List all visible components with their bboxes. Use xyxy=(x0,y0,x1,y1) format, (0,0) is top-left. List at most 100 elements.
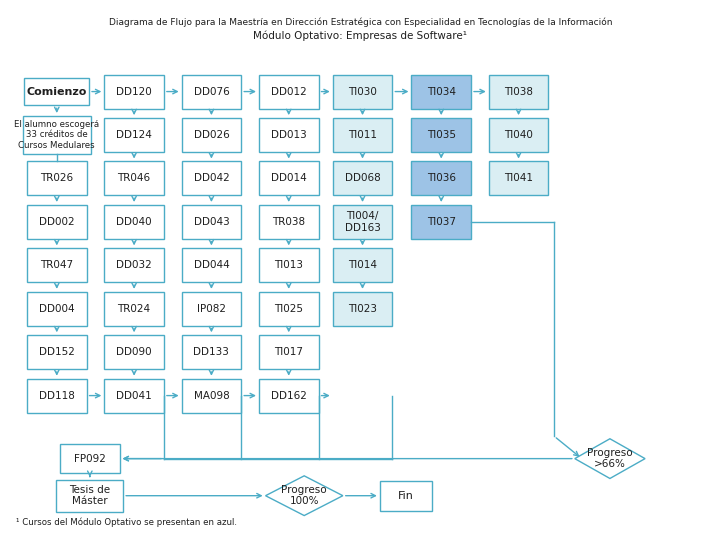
FancyBboxPatch shape xyxy=(27,335,87,369)
Text: TI030: TI030 xyxy=(348,87,377,96)
Text: TI011: TI011 xyxy=(348,130,377,140)
FancyBboxPatch shape xyxy=(489,118,548,152)
FancyBboxPatch shape xyxy=(60,444,120,473)
FancyBboxPatch shape xyxy=(182,205,241,239)
Text: DD152: DD152 xyxy=(39,347,74,357)
FancyBboxPatch shape xyxy=(333,118,392,152)
FancyBboxPatch shape xyxy=(259,292,319,325)
FancyBboxPatch shape xyxy=(259,205,319,239)
Text: TI034: TI034 xyxy=(427,87,456,96)
Text: TR038: TR038 xyxy=(272,217,305,227)
Text: DD044: DD044 xyxy=(193,260,229,270)
Text: MA098: MA098 xyxy=(193,391,229,401)
Text: TI036: TI036 xyxy=(427,173,456,183)
FancyBboxPatch shape xyxy=(182,75,241,109)
Text: DD042: DD042 xyxy=(193,173,229,183)
Text: TR024: TR024 xyxy=(117,304,150,314)
FancyBboxPatch shape xyxy=(182,249,241,282)
Text: ¹ Cursos del Módulo Optativo se presentan en azul.: ¹ Cursos del Módulo Optativo se presenta… xyxy=(16,518,237,527)
FancyBboxPatch shape xyxy=(105,118,164,152)
FancyBboxPatch shape xyxy=(105,75,164,109)
Text: TI037: TI037 xyxy=(427,217,456,227)
FancyBboxPatch shape xyxy=(182,335,241,369)
Text: El alumno escogerá
33 créditos de
Cursos Medulares: El alumno escogerá 33 créditos de Cursos… xyxy=(14,120,100,150)
FancyBboxPatch shape xyxy=(57,480,123,512)
FancyBboxPatch shape xyxy=(23,116,91,154)
FancyBboxPatch shape xyxy=(259,335,319,369)
Text: TI013: TI013 xyxy=(274,260,303,270)
Text: Fin: Fin xyxy=(398,491,414,501)
FancyBboxPatch shape xyxy=(27,205,87,239)
Text: DD068: DD068 xyxy=(344,173,380,183)
FancyBboxPatch shape xyxy=(105,379,164,413)
Text: Progreso
100%: Progreso 100% xyxy=(281,485,327,506)
Polygon shape xyxy=(575,439,645,478)
Text: TI023: TI023 xyxy=(348,304,377,314)
Text: DD012: DD012 xyxy=(271,87,306,96)
Text: DD040: DD040 xyxy=(116,217,152,227)
FancyBboxPatch shape xyxy=(182,118,241,152)
Text: DD002: DD002 xyxy=(39,217,74,227)
Text: DD041: DD041 xyxy=(116,391,152,401)
FancyBboxPatch shape xyxy=(27,161,87,195)
FancyBboxPatch shape xyxy=(259,379,319,413)
FancyBboxPatch shape xyxy=(105,161,164,195)
FancyBboxPatch shape xyxy=(105,335,164,369)
Text: DD090: DD090 xyxy=(116,347,152,357)
Text: DD118: DD118 xyxy=(39,391,74,401)
Text: TI040: TI040 xyxy=(504,130,533,140)
Text: DD120: DD120 xyxy=(116,87,152,96)
FancyBboxPatch shape xyxy=(333,292,392,325)
Text: FP092: FP092 xyxy=(74,454,106,464)
Text: TI004/
DD163: TI004/ DD163 xyxy=(344,211,380,232)
Text: DD014: DD014 xyxy=(271,173,306,183)
Text: DD026: DD026 xyxy=(193,130,229,140)
Text: DD032: DD032 xyxy=(116,260,152,270)
Text: TR026: TR026 xyxy=(40,173,73,183)
FancyBboxPatch shape xyxy=(27,379,87,413)
Text: TR046: TR046 xyxy=(117,173,150,183)
FancyBboxPatch shape xyxy=(259,75,319,109)
FancyBboxPatch shape xyxy=(24,78,89,105)
FancyBboxPatch shape xyxy=(259,249,319,282)
FancyBboxPatch shape xyxy=(182,379,241,413)
Text: Módulo Optativo: Empresas de Software¹: Módulo Optativo: Empresas de Software¹ xyxy=(253,31,468,41)
FancyBboxPatch shape xyxy=(333,161,392,195)
FancyBboxPatch shape xyxy=(379,481,432,511)
Text: TI025: TI025 xyxy=(274,304,303,314)
Text: DD124: DD124 xyxy=(116,130,152,140)
FancyBboxPatch shape xyxy=(182,161,241,195)
FancyBboxPatch shape xyxy=(105,292,164,325)
FancyBboxPatch shape xyxy=(333,249,392,282)
Text: TI041: TI041 xyxy=(504,173,533,183)
FancyBboxPatch shape xyxy=(27,249,87,282)
FancyBboxPatch shape xyxy=(333,205,392,239)
FancyBboxPatch shape xyxy=(105,249,164,282)
Text: TI017: TI017 xyxy=(274,347,303,357)
Text: Tesis de
Máster: Tesis de Máster xyxy=(69,485,110,506)
Text: TI035: TI035 xyxy=(427,130,456,140)
Text: DD013: DD013 xyxy=(271,130,306,140)
FancyBboxPatch shape xyxy=(259,161,319,195)
FancyBboxPatch shape xyxy=(182,292,241,325)
Text: TR047: TR047 xyxy=(40,260,73,270)
Text: DD076: DD076 xyxy=(193,87,229,96)
FancyBboxPatch shape xyxy=(412,75,471,109)
Text: DD133: DD133 xyxy=(193,347,229,357)
Polygon shape xyxy=(266,476,343,515)
FancyBboxPatch shape xyxy=(412,205,471,239)
Text: TI038: TI038 xyxy=(504,87,533,96)
FancyBboxPatch shape xyxy=(105,205,164,239)
FancyBboxPatch shape xyxy=(489,75,548,109)
FancyBboxPatch shape xyxy=(27,292,87,325)
FancyBboxPatch shape xyxy=(412,118,471,152)
FancyBboxPatch shape xyxy=(259,118,319,152)
Text: Diagrama de Flujo para la Maestría en Dirección Estratégica con Especialidad en : Diagrama de Flujo para la Maestría en Di… xyxy=(109,17,612,27)
FancyBboxPatch shape xyxy=(333,75,392,109)
Text: TI014: TI014 xyxy=(348,260,377,270)
Text: Comienzo: Comienzo xyxy=(26,87,87,96)
Text: DD004: DD004 xyxy=(39,304,74,314)
FancyBboxPatch shape xyxy=(489,161,548,195)
Text: DD162: DD162 xyxy=(271,391,306,401)
Text: Progreso
>66%: Progreso >66% xyxy=(587,448,633,470)
